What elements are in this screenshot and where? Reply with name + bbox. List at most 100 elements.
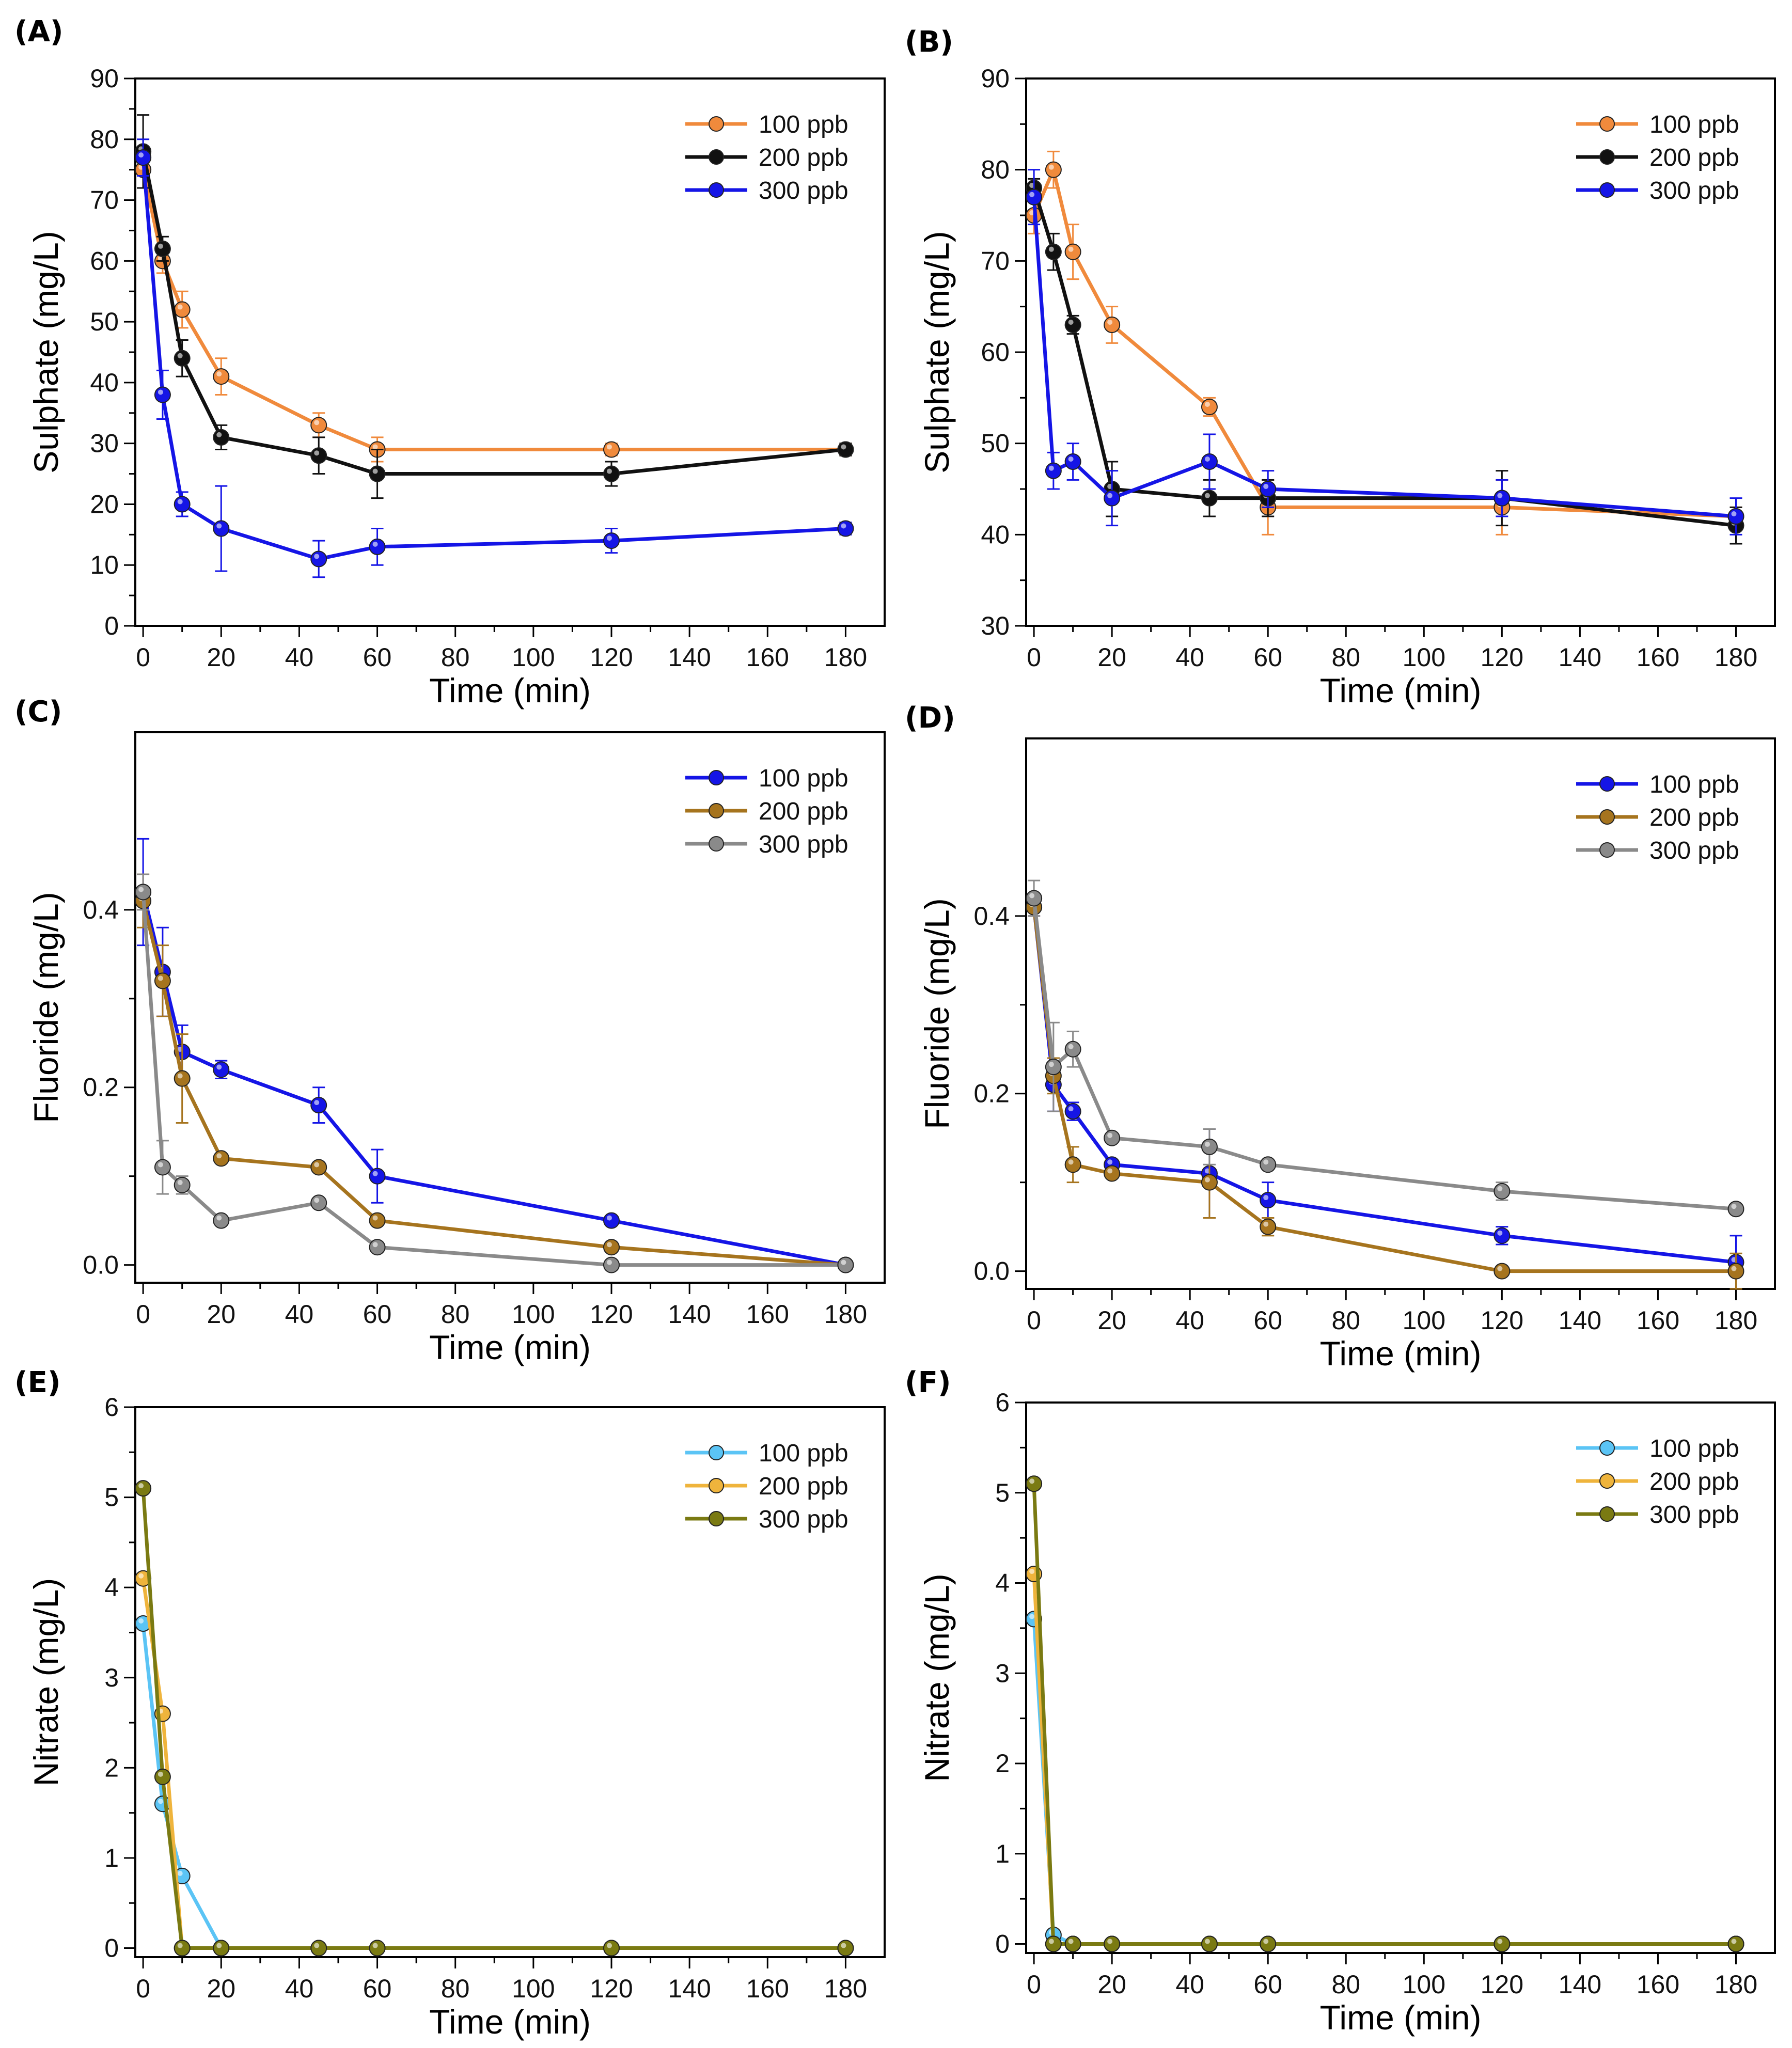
legend-swatch-marker bbox=[709, 836, 724, 852]
data-point-highlight bbox=[372, 541, 378, 547]
data-point bbox=[1260, 1935, 1277, 1952]
x-tick-label: 160 bbox=[746, 643, 789, 672]
data-point bbox=[369, 1940, 386, 1957]
data-point-highlight bbox=[1263, 1159, 1269, 1165]
series-line bbox=[1032, 1573, 1736, 1946]
y-tick-label: 0 bbox=[995, 1930, 1010, 1959]
series-line bbox=[1032, 197, 1736, 518]
legend-entry: 200 ppb bbox=[1649, 1468, 1739, 1495]
legend-swatch-marker bbox=[1599, 182, 1615, 198]
data-point-highlight bbox=[1048, 1062, 1054, 1067]
x-tick-label: 60 bbox=[363, 1300, 392, 1329]
data-point bbox=[1045, 1059, 1062, 1076]
data-point-highlight bbox=[158, 243, 163, 249]
legend-entry: 200 ppb bbox=[759, 144, 848, 171]
data-point bbox=[603, 441, 620, 458]
y-tick-label: 0.4 bbox=[83, 895, 119, 924]
data-point bbox=[1045, 1935, 1062, 1952]
series-line bbox=[141, 1488, 846, 1950]
data-point bbox=[1026, 1475, 1043, 1492]
series-200-ppb bbox=[135, 1570, 854, 1957]
x-tick-label: 40 bbox=[285, 1300, 314, 1329]
legend-entry: 300 ppb bbox=[1649, 837, 1739, 864]
data-point-highlight bbox=[216, 432, 222, 437]
x-tick-label: 140 bbox=[668, 643, 711, 672]
data-point-highlight bbox=[216, 523, 222, 529]
series-300-ppb bbox=[135, 138, 854, 578]
data-point bbox=[174, 496, 191, 513]
data-point-highlight bbox=[314, 450, 320, 456]
x-tick-label: 0 bbox=[136, 1974, 150, 2003]
data-point-highlight bbox=[216, 1153, 222, 1159]
data-point-highlight bbox=[1029, 192, 1035, 197]
series-line bbox=[1032, 187, 1736, 528]
y-tick-label: 40 bbox=[981, 520, 1010, 549]
legend-swatch-marker bbox=[1599, 776, 1615, 792]
data-point-highlight bbox=[1497, 1266, 1503, 1271]
data-point-highlight bbox=[314, 420, 320, 426]
x-tick-label: 20 bbox=[207, 1974, 235, 2003]
legend-entry: 200 ppb bbox=[759, 798, 848, 825]
y-tick-label: 5 bbox=[104, 1483, 119, 1512]
data-point bbox=[135, 884, 152, 901]
y-tick-label: 70 bbox=[90, 186, 119, 215]
legend-swatch-marker bbox=[1599, 1440, 1615, 1456]
data-point-highlight bbox=[1068, 246, 1074, 252]
x-tick-label: 20 bbox=[1097, 643, 1126, 672]
data-point bbox=[174, 1940, 191, 1957]
y-tick-label: 90 bbox=[90, 64, 119, 93]
data-point bbox=[1045, 161, 1062, 178]
data-point-highlight bbox=[177, 1179, 183, 1185]
data-point-highlight bbox=[158, 1162, 163, 1168]
x-axis-title: Time (min) bbox=[1320, 671, 1482, 710]
series-100-ppb bbox=[1026, 150, 1744, 535]
legend-entry: 200 ppb bbox=[1649, 144, 1739, 171]
chart-panel-1: (A) 0 20 40 60 80 100 120 140 160 180 0 10 20 30 40 50 60… bbox=[14, 15, 886, 710]
x-axis-title: Time (min) bbox=[1320, 1998, 1482, 2037]
data-point bbox=[1494, 1263, 1511, 1280]
data-point-highlight bbox=[177, 1870, 183, 1876]
data-point bbox=[1045, 243, 1062, 260]
y-tick-label: 3 bbox=[104, 1663, 119, 1692]
y-tick-label: 0.4 bbox=[973, 902, 1010, 931]
x-tick-label: 160 bbox=[1637, 1306, 1679, 1335]
data-point-highlight bbox=[1068, 1106, 1074, 1112]
data-point bbox=[1260, 1156, 1277, 1173]
data-point bbox=[213, 368, 230, 385]
y-tick-label: 0.2 bbox=[83, 1073, 119, 1102]
data-point-highlight bbox=[1107, 1159, 1113, 1165]
data-point-highlight bbox=[138, 152, 144, 158]
series-line bbox=[141, 157, 846, 561]
panel-label: (C) bbox=[14, 695, 62, 729]
y-tick-label: 40 bbox=[90, 368, 119, 397]
data-point-highlight bbox=[314, 1943, 320, 1948]
data-point-highlight bbox=[138, 1618, 144, 1624]
data-point bbox=[1201, 1935, 1218, 1952]
data-point-highlight bbox=[1204, 493, 1210, 498]
x-tick-label: 0 bbox=[136, 643, 150, 672]
legend-swatch-marker bbox=[709, 1478, 724, 1493]
data-point-highlight bbox=[841, 1943, 846, 1948]
series-line bbox=[1032, 168, 1736, 518]
chart-panel-3: (C) 0 20 40 60 80 100 120 140 160 180 0.0 0.2 0.4 Time… bbox=[14, 695, 886, 1366]
data-point-highlight bbox=[314, 1162, 320, 1168]
data-point bbox=[154, 240, 171, 257]
y-tick-label: 20 bbox=[90, 490, 119, 518]
panel-label: (A) bbox=[14, 15, 64, 49]
series-300-ppb bbox=[135, 1480, 854, 1957]
series-100-ppb bbox=[135, 1615, 230, 1957]
data-point bbox=[154, 1159, 171, 1176]
legend-entry: 300 ppb bbox=[759, 831, 848, 858]
data-point-highlight bbox=[314, 554, 320, 559]
legend-swatch-marker bbox=[709, 803, 724, 818]
x-tick-label: 180 bbox=[1715, 1970, 1757, 1999]
data-point-highlight bbox=[1204, 456, 1210, 462]
data-point bbox=[1026, 890, 1043, 907]
data-point bbox=[154, 972, 171, 989]
data-point-highlight bbox=[1068, 320, 1074, 325]
data-point-highlight bbox=[372, 1242, 378, 1248]
x-tick-label: 120 bbox=[1481, 1970, 1523, 1999]
legend-entry: 200 ppb bbox=[1649, 804, 1739, 831]
x-tick-label: 100 bbox=[1403, 1306, 1445, 1335]
